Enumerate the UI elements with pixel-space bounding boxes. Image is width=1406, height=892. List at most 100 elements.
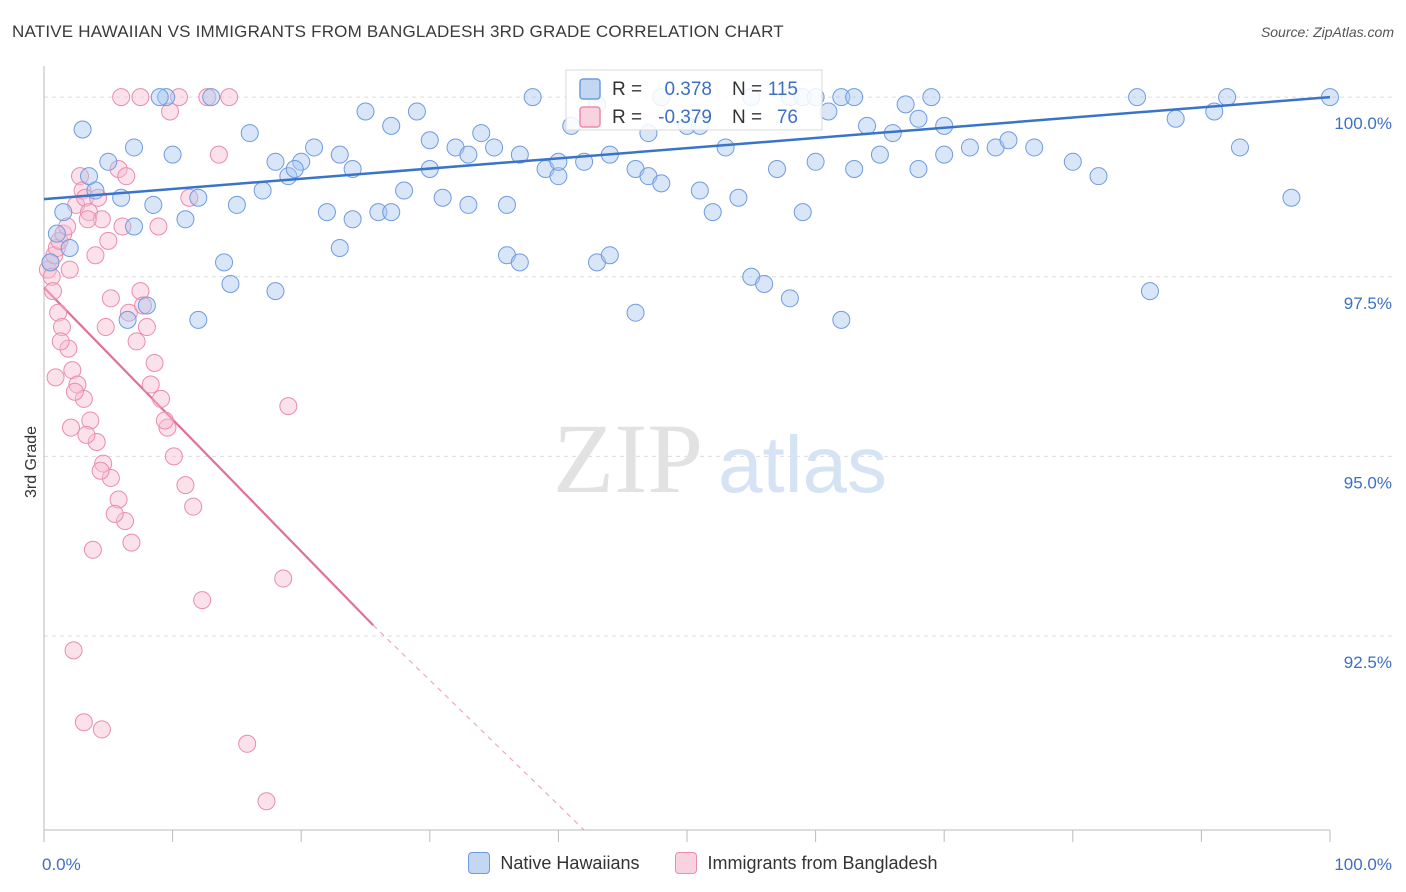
point-bangladesh bbox=[58, 217, 77, 236]
point-bangladesh bbox=[63, 361, 82, 380]
point-native-hawaiians bbox=[137, 296, 156, 315]
trend-line-solid bbox=[43, 95, 1331, 201]
point-native-hawaiians bbox=[459, 195, 478, 214]
point-native-hawaiians bbox=[922, 88, 941, 107]
point-bangladesh bbox=[137, 318, 156, 337]
point-bangladesh bbox=[127, 332, 146, 351]
point-native-hawaiians bbox=[189, 188, 208, 207]
x-tick-label: 0.0% bbox=[42, 855, 81, 874]
point-bangladesh bbox=[62, 418, 81, 437]
watermark-atlas: atlas bbox=[718, 420, 887, 509]
point-bangladesh bbox=[74, 713, 93, 732]
point-bangladesh bbox=[99, 231, 118, 250]
point-native-hawaiians bbox=[157, 88, 176, 107]
point-native-hawaiians bbox=[1282, 188, 1301, 207]
point-native-hawaiians bbox=[369, 203, 388, 222]
point-native-hawaiians bbox=[125, 138, 144, 157]
point-bangladesh bbox=[49, 303, 68, 322]
point-native-hawaiians bbox=[215, 253, 234, 272]
point-bangladesh bbox=[101, 468, 120, 487]
point-native-hawaiians bbox=[626, 303, 645, 322]
point-native-hawaiians bbox=[163, 145, 182, 164]
trend-line-bangladesh bbox=[43, 286, 585, 831]
point-native-hawaiians bbox=[285, 159, 304, 178]
point-bangladesh bbox=[78, 210, 97, 229]
correlation-stats-box: R = 0.378 N = 115 R = -0.379 N = 76 bbox=[565, 69, 823, 131]
point-native-hawaiians bbox=[150, 88, 169, 107]
chart-source: Source: ZipAtlas.com bbox=[1260, 24, 1394, 40]
x-axis-ticks: 0.0% 100.0% bbox=[42, 855, 1392, 874]
point-bangladesh bbox=[131, 88, 150, 107]
point-native-hawaiians bbox=[266, 282, 285, 301]
point-bangladesh bbox=[198, 88, 217, 107]
point-bangladesh bbox=[161, 102, 180, 121]
point-native-hawaiians bbox=[118, 310, 137, 329]
point-native-hawaiians bbox=[858, 116, 877, 135]
point-native-hawaiians bbox=[407, 102, 426, 121]
point-bangladesh bbox=[74, 389, 93, 408]
point-native-hawaiians bbox=[755, 274, 774, 293]
point-native-hawaiians bbox=[189, 310, 208, 329]
y-axis-label: 3rd Grade bbox=[23, 426, 40, 498]
point-bangladesh bbox=[94, 454, 113, 473]
point-native-hawaiians bbox=[729, 188, 748, 207]
point-native-hawaiians bbox=[1166, 109, 1185, 128]
point-native-hawaiians bbox=[317, 203, 336, 222]
legend-item-bangladesh[interactable]: Immigrants from Bangladesh bbox=[675, 852, 938, 874]
point-bangladesh bbox=[164, 447, 183, 466]
point-bangladesh bbox=[44, 282, 63, 301]
point-native-hawaiians bbox=[41, 253, 60, 272]
x-tick-label: 100.0% bbox=[1334, 855, 1392, 874]
point-bangladesh bbox=[109, 490, 128, 509]
stats-swatch bbox=[579, 78, 601, 100]
point-native-hawaiians bbox=[485, 138, 504, 157]
point-bangladesh bbox=[51, 332, 70, 351]
point-bangladesh bbox=[87, 433, 106, 452]
chart-title: NATIVE HAWAIIAN VS IMMIGRANTS FROM BANGL… bbox=[12, 22, 784, 41]
point-bangladesh bbox=[91, 461, 110, 480]
point-native-hawaiians bbox=[305, 138, 324, 157]
point-bangladesh bbox=[155, 411, 174, 430]
legend: Native Hawaiians Immigrants from Banglad… bbox=[0, 852, 1406, 874]
point-native-hawaiians bbox=[382, 116, 401, 135]
r-value: -0.379 bbox=[658, 107, 712, 128]
point-bangladesh bbox=[101, 289, 120, 308]
y-tick-label: 95.0% bbox=[1344, 473, 1392, 492]
point-bangladesh bbox=[59, 339, 78, 358]
legend-swatch-pink bbox=[675, 852, 698, 874]
point-native-hawaiians bbox=[395, 181, 414, 200]
point-native-hawaiians bbox=[510, 145, 529, 164]
legend-item-native-hawaiians[interactable]: Native Hawaiians bbox=[468, 852, 639, 874]
point-bangladesh bbox=[149, 217, 168, 236]
n-label: N = bbox=[732, 107, 762, 128]
point-bangladesh bbox=[180, 188, 199, 207]
n-value: 115 bbox=[768, 79, 798, 100]
point-bangladesh bbox=[170, 88, 189, 107]
point-native-hawaiians bbox=[1218, 88, 1237, 107]
point-bangladesh bbox=[274, 569, 293, 588]
point-native-hawaiians bbox=[420, 131, 439, 150]
point-native-hawaiians bbox=[497, 195, 516, 214]
point-bangladesh bbox=[134, 296, 153, 315]
y-axis-ticks: 100.0% 97.5% 95.0% 92.5% bbox=[1334, 114, 1392, 672]
point-native-hawaiians bbox=[909, 109, 928, 128]
r-value: 0.378 bbox=[664, 79, 712, 100]
point-bangladesh bbox=[105, 504, 124, 523]
point-native-hawaiians bbox=[459, 145, 478, 164]
point-native-hawaiians bbox=[99, 152, 118, 171]
point-native-hawaiians bbox=[253, 181, 272, 200]
point-bangladesh bbox=[96, 318, 115, 337]
point-native-hawaiians bbox=[1128, 88, 1147, 107]
point-native-hawaiians bbox=[549, 152, 568, 171]
point-bangladesh bbox=[220, 88, 239, 107]
point-bangladesh bbox=[119, 303, 138, 322]
r-label: R = bbox=[612, 79, 642, 100]
point-bangladesh bbox=[184, 497, 203, 516]
point-bangladesh bbox=[42, 267, 61, 286]
point-bangladesh bbox=[53, 318, 72, 337]
point-native-hawaiians bbox=[600, 246, 619, 265]
point-bangladesh bbox=[60, 260, 79, 279]
point-bangladesh bbox=[117, 167, 136, 186]
point-native-hawaiians bbox=[472, 124, 491, 143]
